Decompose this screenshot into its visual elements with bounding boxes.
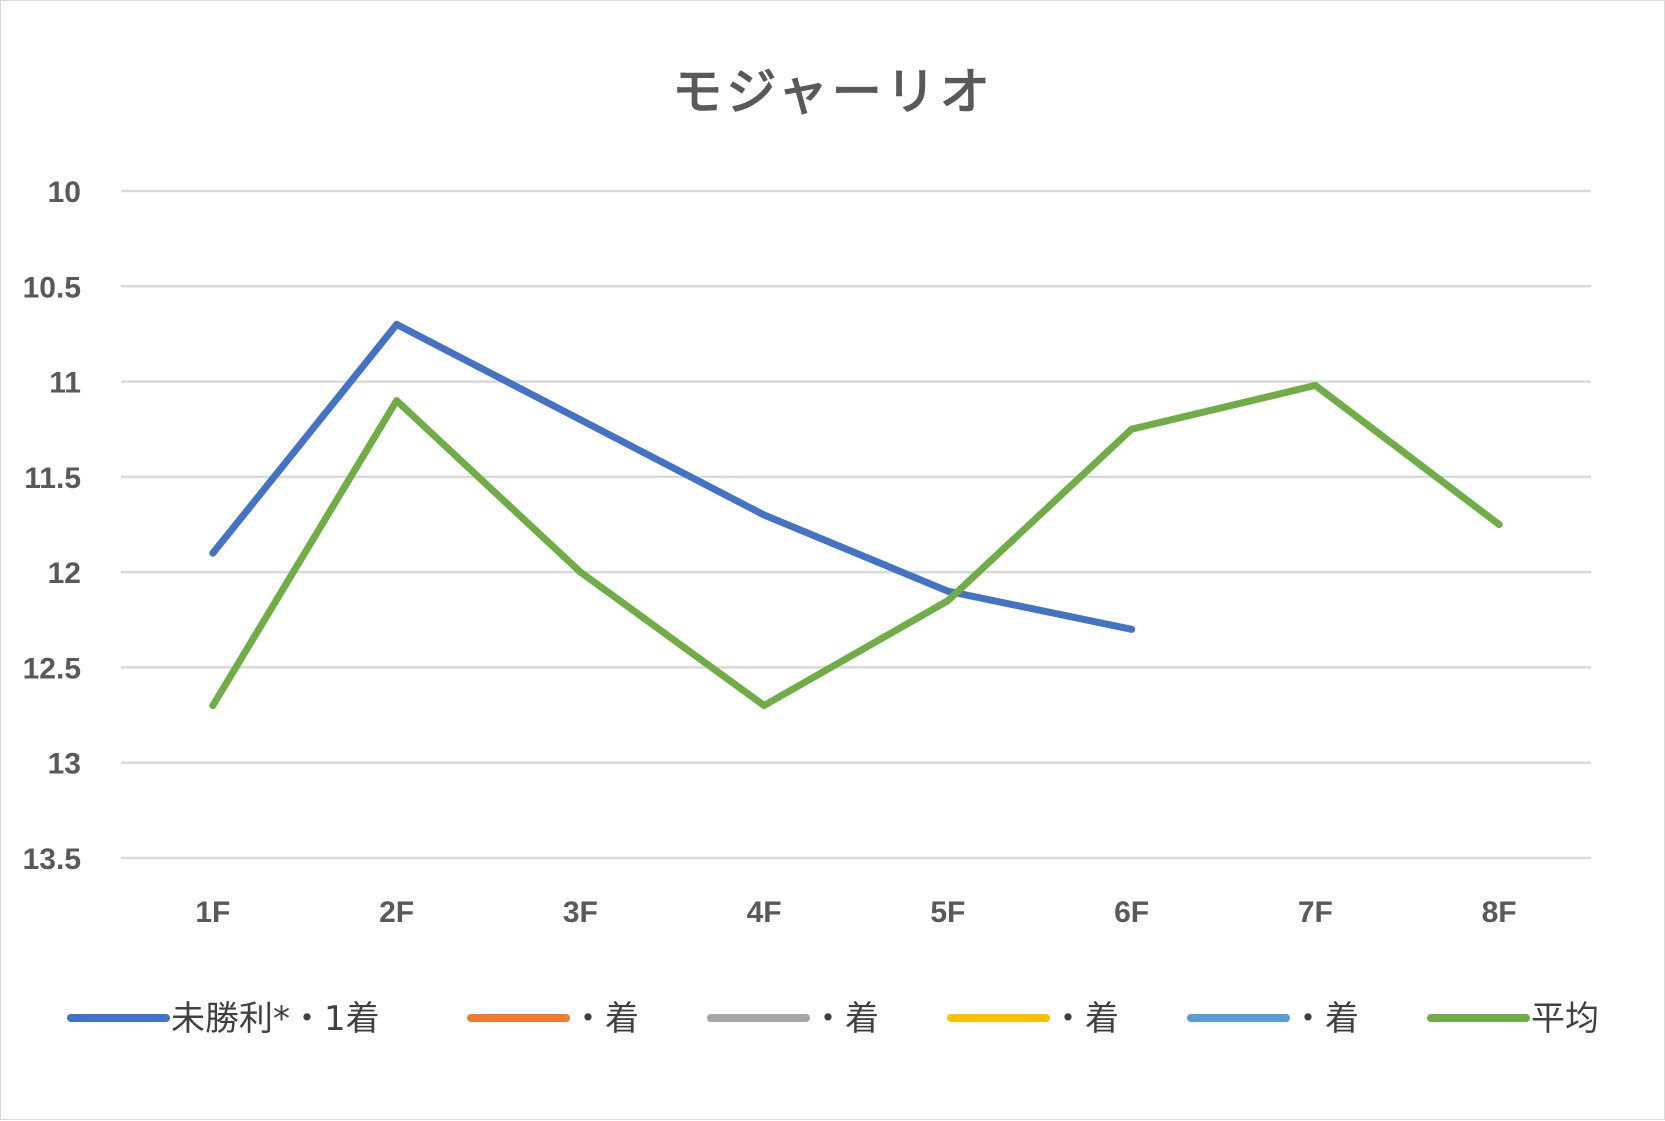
x-tick-label: 4F xyxy=(747,896,782,929)
data-point xyxy=(576,416,584,424)
legend-label: ・着 xyxy=(1291,999,1359,1039)
data-point xyxy=(944,597,952,605)
x-tick-label: 2F xyxy=(379,896,414,929)
data-point xyxy=(1128,625,1136,633)
data-point xyxy=(209,549,217,557)
data-point xyxy=(1128,425,1136,433)
chart-title: モジャーリオ xyxy=(672,63,994,121)
data-point xyxy=(1311,381,1319,389)
y-tick-label: 10 xyxy=(48,176,81,209)
data-point xyxy=(393,320,401,328)
legend: 未勝利*・1着 ・着 ・着 ・着 ・着 平均 xyxy=(67,999,1599,1039)
series-lines xyxy=(209,320,1503,710)
y-tick-label: 13 xyxy=(48,748,81,781)
data-point xyxy=(576,568,584,576)
data-point xyxy=(760,702,768,710)
y-tick-label: 11.5 xyxy=(24,462,81,495)
legend-label: ・着 xyxy=(1051,999,1119,1039)
x-tick-label: 6F xyxy=(1114,896,1149,929)
series-line-5 xyxy=(209,381,1503,709)
y-tick-label: 12 xyxy=(48,557,81,590)
x-tick-label: 1F xyxy=(195,896,230,929)
series-line-0 xyxy=(209,320,1136,633)
legend-label: 平均 xyxy=(1531,999,1599,1039)
y-tick-label: 11 xyxy=(49,367,81,400)
data-point xyxy=(944,587,952,595)
data-point xyxy=(209,702,217,710)
x-tick-label: 8F xyxy=(1482,896,1517,929)
y-axis-ticks: 10 10.5 11 11.5 12 12.5 13 13.5 xyxy=(23,176,81,876)
data-point xyxy=(393,397,401,405)
x-tick-label: 7F xyxy=(1298,896,1333,929)
legend-label: 未勝利*・1着 xyxy=(171,999,380,1039)
x-tick-label: 3F xyxy=(563,896,598,929)
data-point xyxy=(760,511,768,519)
x-axis-ticks: 1F 2F 3F 4F 5F 6F 7F 8F xyxy=(195,896,1516,929)
x-tick-label: 5F xyxy=(930,896,965,929)
y-tick-label: 12.5 xyxy=(23,652,81,685)
gridlines xyxy=(121,189,1591,860)
legend-label: ・着 xyxy=(571,999,639,1039)
y-tick-label: 10.5 xyxy=(23,271,81,304)
legend-label: ・着 xyxy=(811,999,879,1039)
y-tick-label: 13.5 xyxy=(23,843,81,876)
data-point xyxy=(1495,521,1503,528)
